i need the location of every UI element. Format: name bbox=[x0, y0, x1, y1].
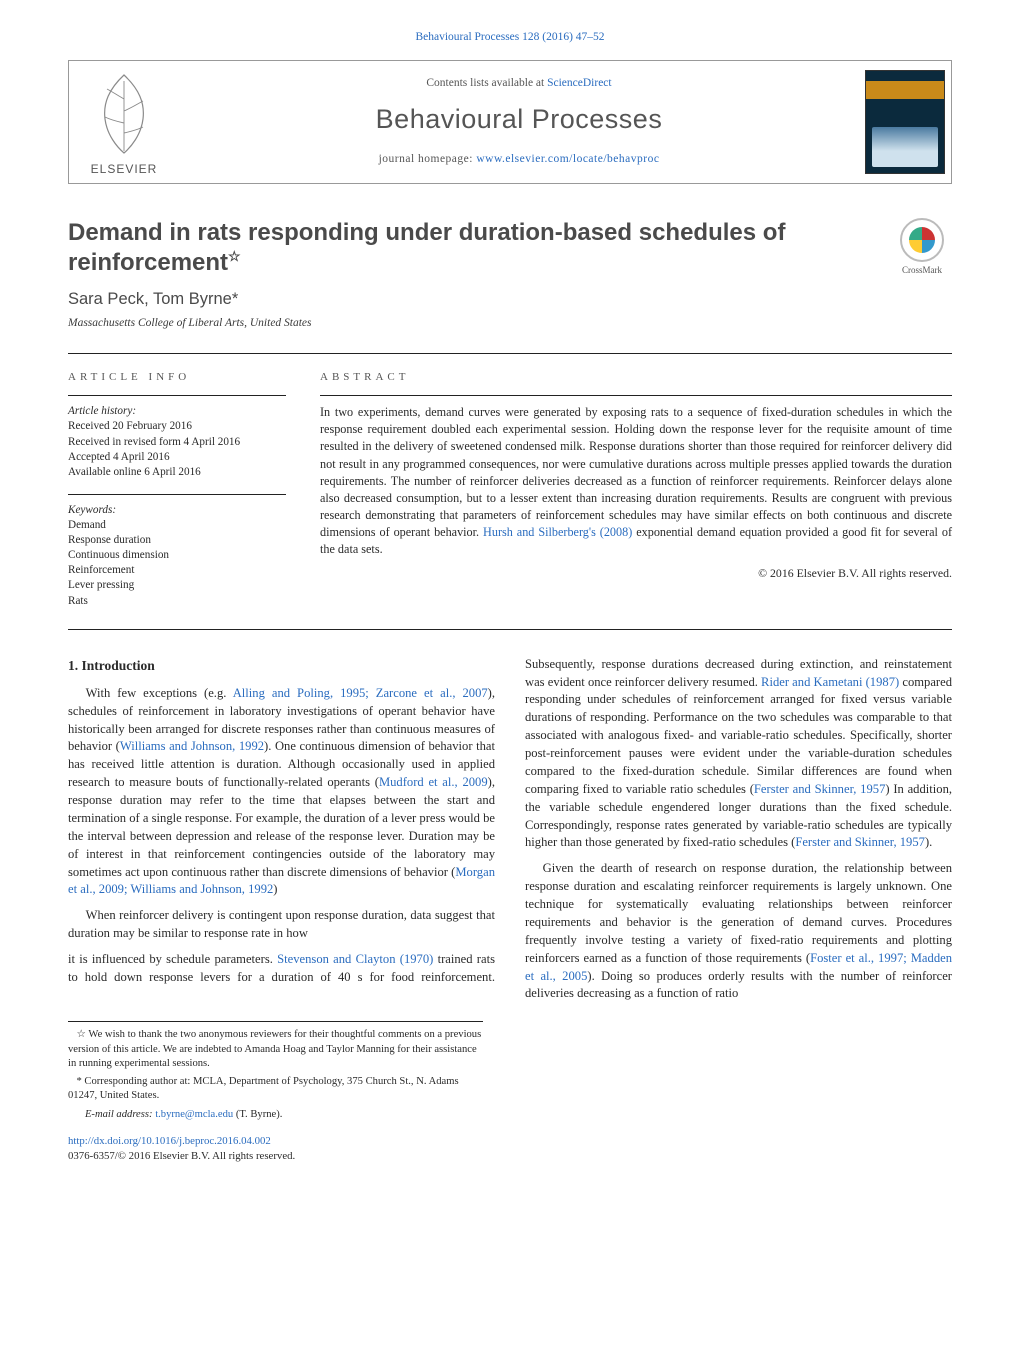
body-paragraph: Given the dearth of research on response… bbox=[525, 860, 952, 1003]
citation-link[interactable]: Stevenson and Clayton (1970) bbox=[277, 952, 433, 966]
body-columns: 1. Introduction With few exceptions (e.g… bbox=[68, 656, 952, 1004]
footnote-text: We wish to thank the two anonymous revie… bbox=[68, 1029, 481, 1069]
rule-top bbox=[68, 353, 952, 354]
body-paragraph: With few exceptions (e.g. Alling and Pol… bbox=[68, 685, 495, 900]
text-run: it is influenced by schedule parameters. bbox=[68, 952, 277, 966]
text-run: ) bbox=[273, 882, 277, 896]
text-run: With few exceptions (e.g. bbox=[86, 686, 233, 700]
elsevier-tree-icon bbox=[89, 69, 159, 157]
crossmark-label: CrossMark bbox=[902, 265, 942, 275]
issn-line: 0376-6357/© 2016 Elsevier B.V. All right… bbox=[68, 1150, 295, 1162]
article-history: Article history: Received 20 February 20… bbox=[68, 404, 286, 480]
abstract-citation-link[interactable]: Hursh and Silberberg's (2008) bbox=[483, 525, 632, 539]
abstract-col: ABSTRACT In two experiments, demand curv… bbox=[320, 360, 952, 622]
keyword: Lever pressing bbox=[68, 578, 286, 593]
info-abstract-row: ARTICLE INFO Article history: Received 2… bbox=[68, 360, 952, 622]
keyword: Reinforcement bbox=[68, 563, 286, 578]
publisher-block: ELSEVIER bbox=[69, 61, 179, 183]
text-run: ). Doing so produces orderly results wit… bbox=[525, 969, 952, 1001]
footnote-text: Corresponding author at: MCLA, Departmen… bbox=[68, 1076, 459, 1101]
authors: Sara Peck, Tom Byrne* bbox=[68, 288, 952, 310]
abstract-copyright: © 2016 Elsevier B.V. All rights reserved… bbox=[320, 566, 952, 582]
doi-link[interactable]: http://dx.doi.org/10.1016/j.beproc.2016.… bbox=[68, 1135, 271, 1147]
paper-title: Demand in rats responding under duration… bbox=[68, 218, 874, 278]
crossmark-badge[interactable]: CrossMark bbox=[892, 218, 952, 276]
citation-link[interactable]: Mudford et al., 2009 bbox=[379, 775, 488, 789]
abstract-label: ABSTRACT bbox=[320, 370, 952, 385]
citation-link[interactable]: Ferster and Skinner, 1957 bbox=[795, 835, 925, 849]
keyword: Rats bbox=[68, 594, 286, 609]
contents-line: Contents lists available at ScienceDirec… bbox=[187, 76, 851, 92]
rule-keywords bbox=[68, 494, 286, 495]
history-line: Available online 6 April 2016 bbox=[68, 465, 286, 480]
keyword: Response duration bbox=[68, 533, 286, 548]
citation-link[interactable]: Williams and Johnson, 1992 bbox=[120, 739, 264, 753]
citation-link[interactable]: Ferster and Skinner, 1957 bbox=[754, 782, 885, 796]
citation-link[interactable]: Alling and Poling, 1995; Zarcone et al.,… bbox=[233, 686, 488, 700]
keywords-block: Keywords: Demand Response duration Conti… bbox=[68, 503, 286, 609]
journal-cover-icon bbox=[865, 70, 945, 174]
crossmark-icon bbox=[900, 218, 944, 262]
section-heading: 1. Introduction bbox=[68, 656, 495, 675]
corresponding-marker: * bbox=[232, 290, 238, 308]
footnote-email: E-mail address: t.byrne@mcla.edu (T. Byr… bbox=[68, 1108, 483, 1122]
abstract-text: In two experiments, demand curves were g… bbox=[320, 404, 952, 558]
body-paragraph: When reinforcer delivery is contingent u… bbox=[68, 907, 495, 943]
text-run: Given the dearth of research on response… bbox=[525, 861, 952, 964]
rule-abs bbox=[320, 395, 952, 396]
email-link[interactable]: t.byrne@mcla.edu bbox=[155, 1109, 233, 1120]
text-run: compared responding under schedules of r… bbox=[525, 675, 952, 796]
history-line: Received in revised form 4 April 2016 bbox=[68, 435, 286, 450]
text-run: ), response duration may refer to the ti… bbox=[68, 775, 495, 878]
footnote-corresponding: * Corresponding author at: MCLA, Departm… bbox=[68, 1075, 483, 1104]
keywords-heading: Keywords: bbox=[68, 503, 286, 518]
history-heading: Article history: bbox=[68, 404, 286, 419]
article-info-label: ARTICLE INFO bbox=[68, 370, 286, 385]
title-footnote-marker: ☆ bbox=[228, 248, 241, 264]
contents-line-pre: Contents lists available at bbox=[426, 77, 547, 89]
running-head: Behavioural Processes 128 (2016) 47–52 bbox=[68, 30, 952, 46]
history-line: Received 20 February 2016 bbox=[68, 419, 286, 434]
affiliation: Massachusetts College of Liberal Arts, U… bbox=[68, 316, 952, 332]
homepage-pre: journal homepage: bbox=[379, 153, 477, 165]
masthead-center: Contents lists available at ScienceDirec… bbox=[179, 61, 859, 183]
text-run: ). bbox=[925, 835, 932, 849]
citation-link[interactable]: Rider and Kametani (1987) bbox=[761, 675, 899, 689]
journal-name: Behavioural Processes bbox=[187, 101, 851, 137]
article-info-col: ARTICLE INFO Article history: Received 2… bbox=[68, 360, 286, 622]
keyword: Demand bbox=[68, 518, 286, 533]
homepage-link[interactable]: www.elsevier.com/locate/behavproc bbox=[476, 153, 659, 165]
footnote-marker: ☆ bbox=[76, 1029, 86, 1040]
abstract-pre: In two experiments, demand curves were g… bbox=[320, 405, 952, 539]
paper-title-text: Demand in rats responding under duration… bbox=[68, 219, 785, 276]
cover-thumb-wrap bbox=[859, 61, 951, 183]
authors-text: Sara Peck, Tom Byrne bbox=[68, 290, 232, 308]
journal-masthead: ELSEVIER Contents lists available at Sci… bbox=[68, 60, 952, 184]
history-line: Accepted 4 April 2016 bbox=[68, 450, 286, 465]
sciencedirect-link[interactable]: ScienceDirect bbox=[547, 77, 612, 89]
publisher-name: ELSEVIER bbox=[91, 161, 158, 177]
running-head-link[interactable]: Behavioural Processes 128 (2016) 47–52 bbox=[415, 31, 604, 43]
email-suffix: (T. Byrne). bbox=[233, 1109, 282, 1120]
homepage-line: journal homepage: www.elsevier.com/locat… bbox=[187, 152, 851, 168]
footnote-thanks: ☆ We wish to thank the two anonymous rev… bbox=[68, 1028, 483, 1071]
email-label: E-mail address: bbox=[85, 1109, 155, 1120]
rule-info bbox=[68, 395, 286, 396]
keyword: Continuous dimension bbox=[68, 548, 286, 563]
title-row: Demand in rats responding under duration… bbox=[68, 218, 952, 278]
rule-bottom bbox=[68, 629, 952, 630]
doi-block: http://dx.doi.org/10.1016/j.beproc.2016.… bbox=[68, 1134, 952, 1163]
footnotes: ☆ We wish to thank the two anonymous rev… bbox=[68, 1021, 483, 1122]
